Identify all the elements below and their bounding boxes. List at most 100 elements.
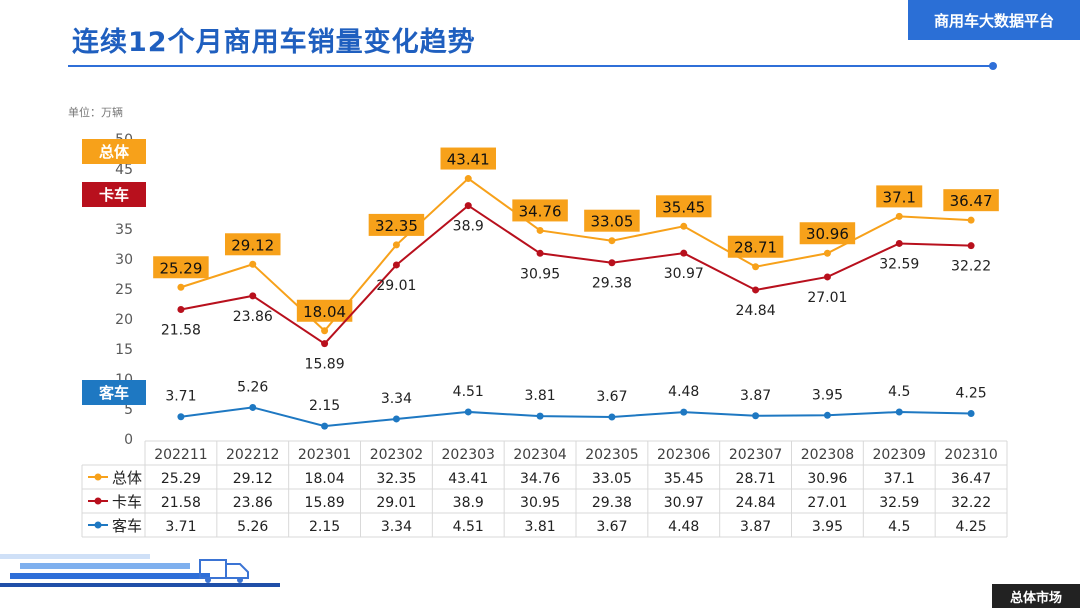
truck-logo-decoration bbox=[0, 554, 280, 587]
table-cell-total: 36.47 bbox=[951, 471, 991, 487]
data-label-truck: 15.89 bbox=[305, 357, 345, 373]
data-point-truck bbox=[680, 249, 688, 257]
data-point-total bbox=[249, 260, 257, 268]
table-series-name-bus: 客车 bbox=[112, 517, 142, 535]
data-label-bg-total bbox=[584, 209, 640, 232]
x-category-label: 202212 bbox=[226, 447, 279, 463]
data-point-bus bbox=[895, 408, 903, 416]
data-point-truck bbox=[752, 286, 760, 294]
page-title: 连续12个月商用车销量变化趋势 bbox=[72, 27, 476, 58]
table-series-name-total: 总体 bbox=[112, 469, 142, 487]
data-label-bg-total bbox=[876, 185, 923, 208]
data-label-truck: 21.58 bbox=[161, 323, 201, 339]
table-series-name-truck: 卡车 bbox=[112, 493, 142, 511]
data-label-bg-total bbox=[656, 195, 712, 218]
x-category-label: 202308 bbox=[801, 447, 854, 463]
x-category-label: 202309 bbox=[873, 447, 926, 463]
data-label-total: 32.35 bbox=[375, 217, 418, 235]
table-cell-truck: 30.95 bbox=[520, 495, 560, 511]
data-point-total bbox=[608, 237, 616, 245]
data-label-total: 30.96 bbox=[806, 225, 849, 243]
data-label-total: 36.47 bbox=[950, 192, 993, 210]
series-line-bus bbox=[180, 406, 972, 428]
data-point-bus bbox=[752, 412, 760, 420]
data-point-total bbox=[895, 212, 903, 220]
table-cell-bus: 4.51 bbox=[453, 519, 484, 535]
data-label-truck: 29.38 bbox=[592, 276, 632, 292]
y-tick-label: 15 bbox=[115, 342, 133, 358]
series-line-truck bbox=[180, 204, 972, 345]
table-legend-marker-truck bbox=[94, 497, 102, 505]
legend-tag-total: 总体 bbox=[82, 139, 146, 164]
y-tick-label: 45 bbox=[115, 162, 133, 178]
data-point-bus bbox=[823, 411, 831, 419]
data-label-total: 37.1 bbox=[883, 188, 916, 206]
table-cell-total: 37.1 bbox=[884, 471, 915, 487]
y-tick-label: 20 bbox=[115, 312, 133, 328]
data-label-bus: 3.71 bbox=[165, 389, 196, 405]
data-label-total: 18.04 bbox=[303, 303, 346, 321]
data-label-truck: 32.22 bbox=[951, 259, 991, 275]
table-cell-truck: 27.01 bbox=[807, 495, 847, 511]
x-category-label: 202211 bbox=[154, 447, 207, 463]
table-cell-total: 34.76 bbox=[520, 471, 560, 487]
unit-label: 单位：万辆 bbox=[68, 106, 123, 119]
data-point-bus bbox=[392, 415, 400, 423]
data-point-bus bbox=[464, 408, 472, 416]
data-point-truck bbox=[321, 340, 329, 348]
data-point-truck bbox=[536, 249, 544, 257]
data-label-bus: 4.5 bbox=[888, 384, 910, 400]
x-category-label: 202302 bbox=[370, 447, 423, 463]
table-cell-total: 29.12 bbox=[233, 471, 273, 487]
table-cell-bus: 3.81 bbox=[524, 519, 555, 535]
table-cell-truck: 23.86 bbox=[233, 495, 273, 511]
data-label-bus: 4.25 bbox=[955, 386, 986, 402]
data-point-bus bbox=[177, 413, 185, 421]
data-label-truck: 24.84 bbox=[736, 303, 776, 319]
data-label-bus: 3.95 bbox=[812, 387, 843, 403]
table-cell-total: 25.29 bbox=[161, 471, 201, 487]
data-label-total: 33.05 bbox=[590, 213, 633, 231]
data-point-truck bbox=[895, 239, 903, 247]
x-category-label: 202304 bbox=[513, 447, 567, 463]
data-label-truck: 23.86 bbox=[233, 309, 273, 325]
x-category-label: 202301 bbox=[298, 447, 351, 463]
table-cell-total: 43.41 bbox=[448, 471, 488, 487]
data-label-bg-total bbox=[512, 199, 568, 222]
data-label-truck: 30.97 bbox=[664, 266, 704, 282]
y-tick-label: 35 bbox=[115, 222, 133, 238]
data-label-total: 34.76 bbox=[519, 202, 562, 220]
data-label-bus: 4.51 bbox=[453, 384, 484, 400]
data-point-total bbox=[177, 283, 185, 291]
table-cell-truck: 15.89 bbox=[305, 495, 345, 511]
y-tick-label: 0 bbox=[124, 432, 133, 448]
table-cell-total: 35.45 bbox=[664, 471, 704, 487]
table-cell-total: 30.96 bbox=[807, 471, 847, 487]
data-point-bus bbox=[967, 410, 975, 417]
data-label-bg-total bbox=[727, 235, 784, 258]
table-cell-bus: 3.67 bbox=[596, 519, 627, 535]
data-point-bus bbox=[321, 422, 329, 430]
table-cell-bus: 4.25 bbox=[955, 519, 986, 535]
data-point-truck bbox=[967, 242, 975, 250]
data-label-total: 43.41 bbox=[447, 151, 490, 169]
table-cell-truck: 30.97 bbox=[664, 495, 704, 511]
data-point-total bbox=[464, 175, 472, 183]
data-label-bg-total bbox=[799, 222, 856, 245]
data-point-total bbox=[321, 327, 329, 335]
y-tick-label: 5 bbox=[124, 402, 133, 418]
title-underline bbox=[68, 65, 994, 67]
data-point-bus bbox=[608, 413, 616, 421]
data-label-bus: 3.87 bbox=[740, 388, 771, 404]
data-point-truck bbox=[823, 273, 831, 281]
brand-badge: 商用车大数据平台 bbox=[908, 0, 1080, 40]
table-cell-bus: 5.26 bbox=[237, 519, 268, 535]
table-cell-bus: 4.48 bbox=[668, 519, 699, 535]
data-label-bus: 5.26 bbox=[237, 379, 268, 395]
data-label-truck: 30.95 bbox=[520, 266, 560, 282]
data-point-total bbox=[392, 241, 400, 249]
table-cell-truck: 24.84 bbox=[736, 495, 776, 511]
data-point-total bbox=[752, 263, 760, 271]
data-label-bg-total bbox=[225, 233, 281, 256]
